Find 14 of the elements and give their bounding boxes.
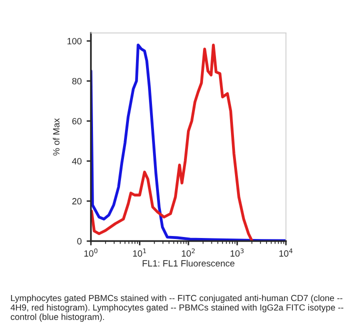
x-tick-label: 10$^{4}$: [279, 248, 292, 257]
y-tick-label: 80: [72, 78, 82, 84]
text: Lymphocytes gated PBMCs stained with -- FITC conjugated anti-human CD7 (clone -- 4H9, red histogram). Lymphocytes gated -- PBMCs stained with IgG2a FITC isotype -- control (blue histogram).: [10, 294, 344, 322]
y-tick-label: 20: [72, 198, 82, 204]
y-tick-label: 60: [72, 118, 82, 124]
y-tick-label: 40: [72, 158, 82, 164]
x-axis-title: FL1: FL1 Fluorescence: [142, 260, 234, 267]
x-tick-label: 10$^{2}$: [182, 248, 195, 257]
x-tick-label: 10$^{0}$: [84, 248, 98, 257]
y-tick-label: 0: [77, 238, 82, 244]
y-axis-title: % of Max: [52, 118, 60, 156]
x-tick-label: 10$^{1}$: [133, 248, 146, 257]
y-tick-label: 100: [68, 38, 82, 44]
x-tick-label: 10$^{3}$: [230, 248, 244, 257]
